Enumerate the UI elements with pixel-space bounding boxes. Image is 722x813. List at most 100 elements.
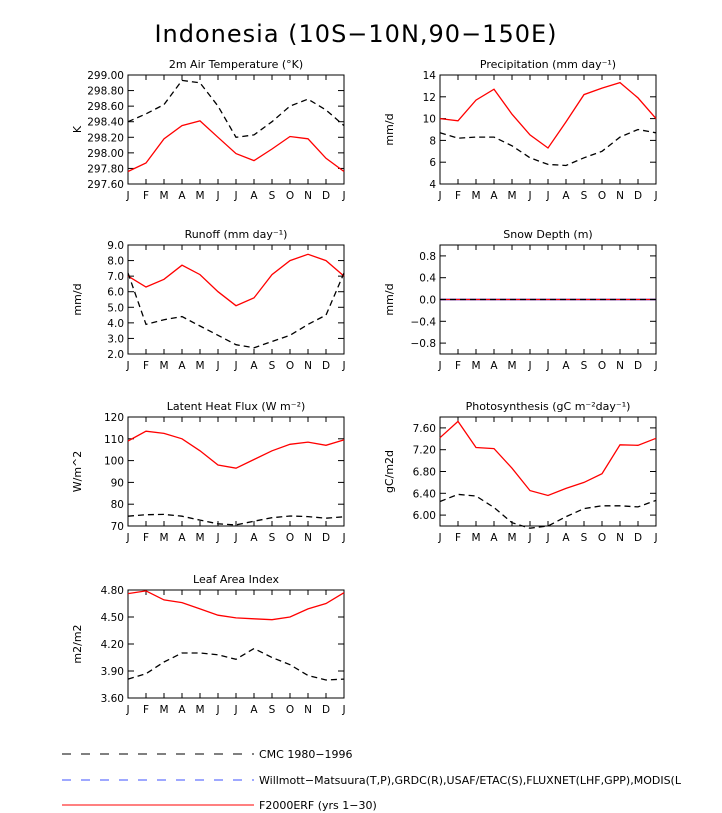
series-line-model — [127, 590, 345, 621]
panel-3: Runoff (mm day⁻¹)J F M A M J J A S O N D J2.03.04.05… — [71, 228, 346, 372]
x-tick-label: A — [562, 532, 570, 544]
x-tick-label: A — [562, 190, 570, 202]
y-tick-label: 3.90 — [101, 666, 124, 678]
legend-label: F2000ERF (yrs 1−30) — [259, 799, 377, 812]
y-tick-label: 100 — [104, 456, 124, 468]
x-tick-label: J — [233, 704, 237, 716]
series-line-obs — [127, 272, 345, 349]
y-tick-label: 6.0 — [107, 287, 124, 299]
x-tick-label: J — [527, 190, 531, 202]
x-tick-label: A — [250, 190, 258, 202]
y-tick-label: 0.8 — [419, 251, 436, 263]
panel-title: Photosynthesis (gC m⁻²day⁻¹) — [466, 400, 631, 413]
x-tick-label: S — [581, 190, 588, 202]
series-line-obs — [127, 79, 345, 139]
series-line-model — [127, 253, 345, 307]
y-axis-label: K — [71, 125, 84, 133]
x-tick-label: O — [598, 190, 606, 202]
y-tick-label: 6 — [429, 157, 436, 169]
panel-5: Latent Heat Flux (W m⁻²)J F M A M J J A S O N D J708… — [71, 400, 346, 544]
y-axis-label: W/m^2 — [71, 451, 84, 493]
x-tick-label: S — [581, 360, 588, 372]
x-tick-label: J — [653, 360, 657, 372]
x-tick-label: O — [286, 704, 294, 716]
x-tick-label: A — [178, 360, 186, 372]
x-tick-label: F — [143, 704, 149, 716]
x-tick-label: J — [233, 360, 237, 372]
y-tick-label: 297.60 — [87, 179, 124, 191]
x-tick-label: J — [341, 704, 345, 716]
series-line-obs — [127, 647, 345, 681]
panel-grid: 2m Air Temperature (°K)J F M A M J J A S O N D J297.… — [71, 58, 658, 716]
series-line-model — [439, 81, 657, 149]
x-tick-label: D — [322, 360, 330, 372]
x-tick-label: F — [455, 360, 461, 372]
y-tick-label: 298.20 — [87, 132, 124, 144]
y-tick-label: 7.60 — [413, 423, 436, 435]
x-tick-label: N — [304, 704, 312, 716]
x-tick-label: A — [490, 190, 498, 202]
y-tick-label: 298.80 — [87, 86, 124, 98]
x-tick-label: M — [159, 190, 168, 202]
y-tick-label: 6.00 — [413, 510, 436, 522]
y-tick-label: 6.80 — [413, 467, 436, 479]
legend: CMC 1980−1996 Willmott−Matsuura(T,P),GRDC… — [62, 748, 682, 812]
y-tick-label: 298.40 — [87, 117, 124, 129]
x-tick-label: J — [341, 190, 345, 202]
x-tick-label: F — [143, 190, 149, 202]
x-tick-label: A — [178, 532, 186, 544]
plot-frame — [127, 74, 345, 185]
x-tick-label: J — [233, 190, 237, 202]
y-tick-label: 120 — [104, 412, 124, 424]
x-tick-label: J — [233, 532, 237, 544]
y-tick-label: 90 — [111, 477, 124, 489]
series-line-model — [127, 120, 345, 173]
panel-title: Leaf Area Index — [193, 573, 279, 586]
x-tick-label: J — [545, 360, 549, 372]
x-tick-label: S — [269, 360, 276, 372]
y-tick-label: 6.40 — [413, 488, 436, 500]
panel-title: Snow Depth (m) — [503, 228, 592, 241]
y-tick-label: 7.20 — [413, 445, 436, 457]
x-tick-label: F — [455, 190, 461, 202]
y-tick-label: 10 — [423, 114, 436, 126]
x-tick-label: D — [634, 532, 642, 544]
x-tick-label: M — [195, 190, 204, 202]
x-tick-label: A — [178, 190, 186, 202]
plot-frame — [439, 74, 657, 185]
x-tick-label: O — [598, 360, 606, 372]
x-tick-label: A — [178, 704, 186, 716]
x-tick-label: M — [471, 190, 480, 202]
x-tick-label: M — [195, 532, 204, 544]
series-line-obs — [127, 513, 345, 526]
y-tick-label: 3.0 — [107, 333, 124, 345]
y-tick-label: 4.80 — [101, 585, 124, 597]
x-tick-label: N — [616, 190, 624, 202]
panel-title: Latent Heat Flux (W m⁻²) — [167, 400, 306, 413]
y-tick-label: 70 — [111, 521, 124, 533]
panel-title: Precipitation (mm day⁻¹) — [480, 58, 616, 71]
y-tick-label: 9.0 — [107, 240, 124, 252]
y-tick-label: 4.20 — [101, 639, 124, 651]
legend-label: Willmott−Matsuura(T,P),GRDC(R),USAF/ETAC… — [259, 774, 682, 787]
x-tick-label: O — [286, 532, 294, 544]
y-axis-label: mm/d — [383, 113, 396, 145]
series-line-model — [439, 420, 657, 497]
y-tick-label: 299.00 — [87, 70, 124, 82]
y-tick-label: −0.8 — [411, 338, 437, 350]
x-tick-label: N — [304, 190, 312, 202]
legend-label: CMC 1980−1996 — [259, 748, 353, 761]
x-tick-label: M — [471, 360, 480, 372]
y-tick-label: 297.80 — [87, 163, 124, 175]
panel-title: Runoff (mm day⁻¹) — [185, 228, 288, 241]
panel-2: Precipitation (mm day⁻¹)J F M A M J J A S O N D J468… — [383, 58, 658, 202]
x-tick-label: D — [634, 190, 642, 202]
panel-4: Snow Depth (m)J F M A M J J A S O N D J−0.8−0.40.00.… — [383, 228, 658, 372]
x-tick-label: J — [437, 360, 441, 372]
x-tick-label: M — [507, 190, 516, 202]
y-tick-label: 4 — [429, 179, 436, 191]
x-tick-label: J — [125, 190, 129, 202]
x-tick-label: J — [125, 704, 129, 716]
